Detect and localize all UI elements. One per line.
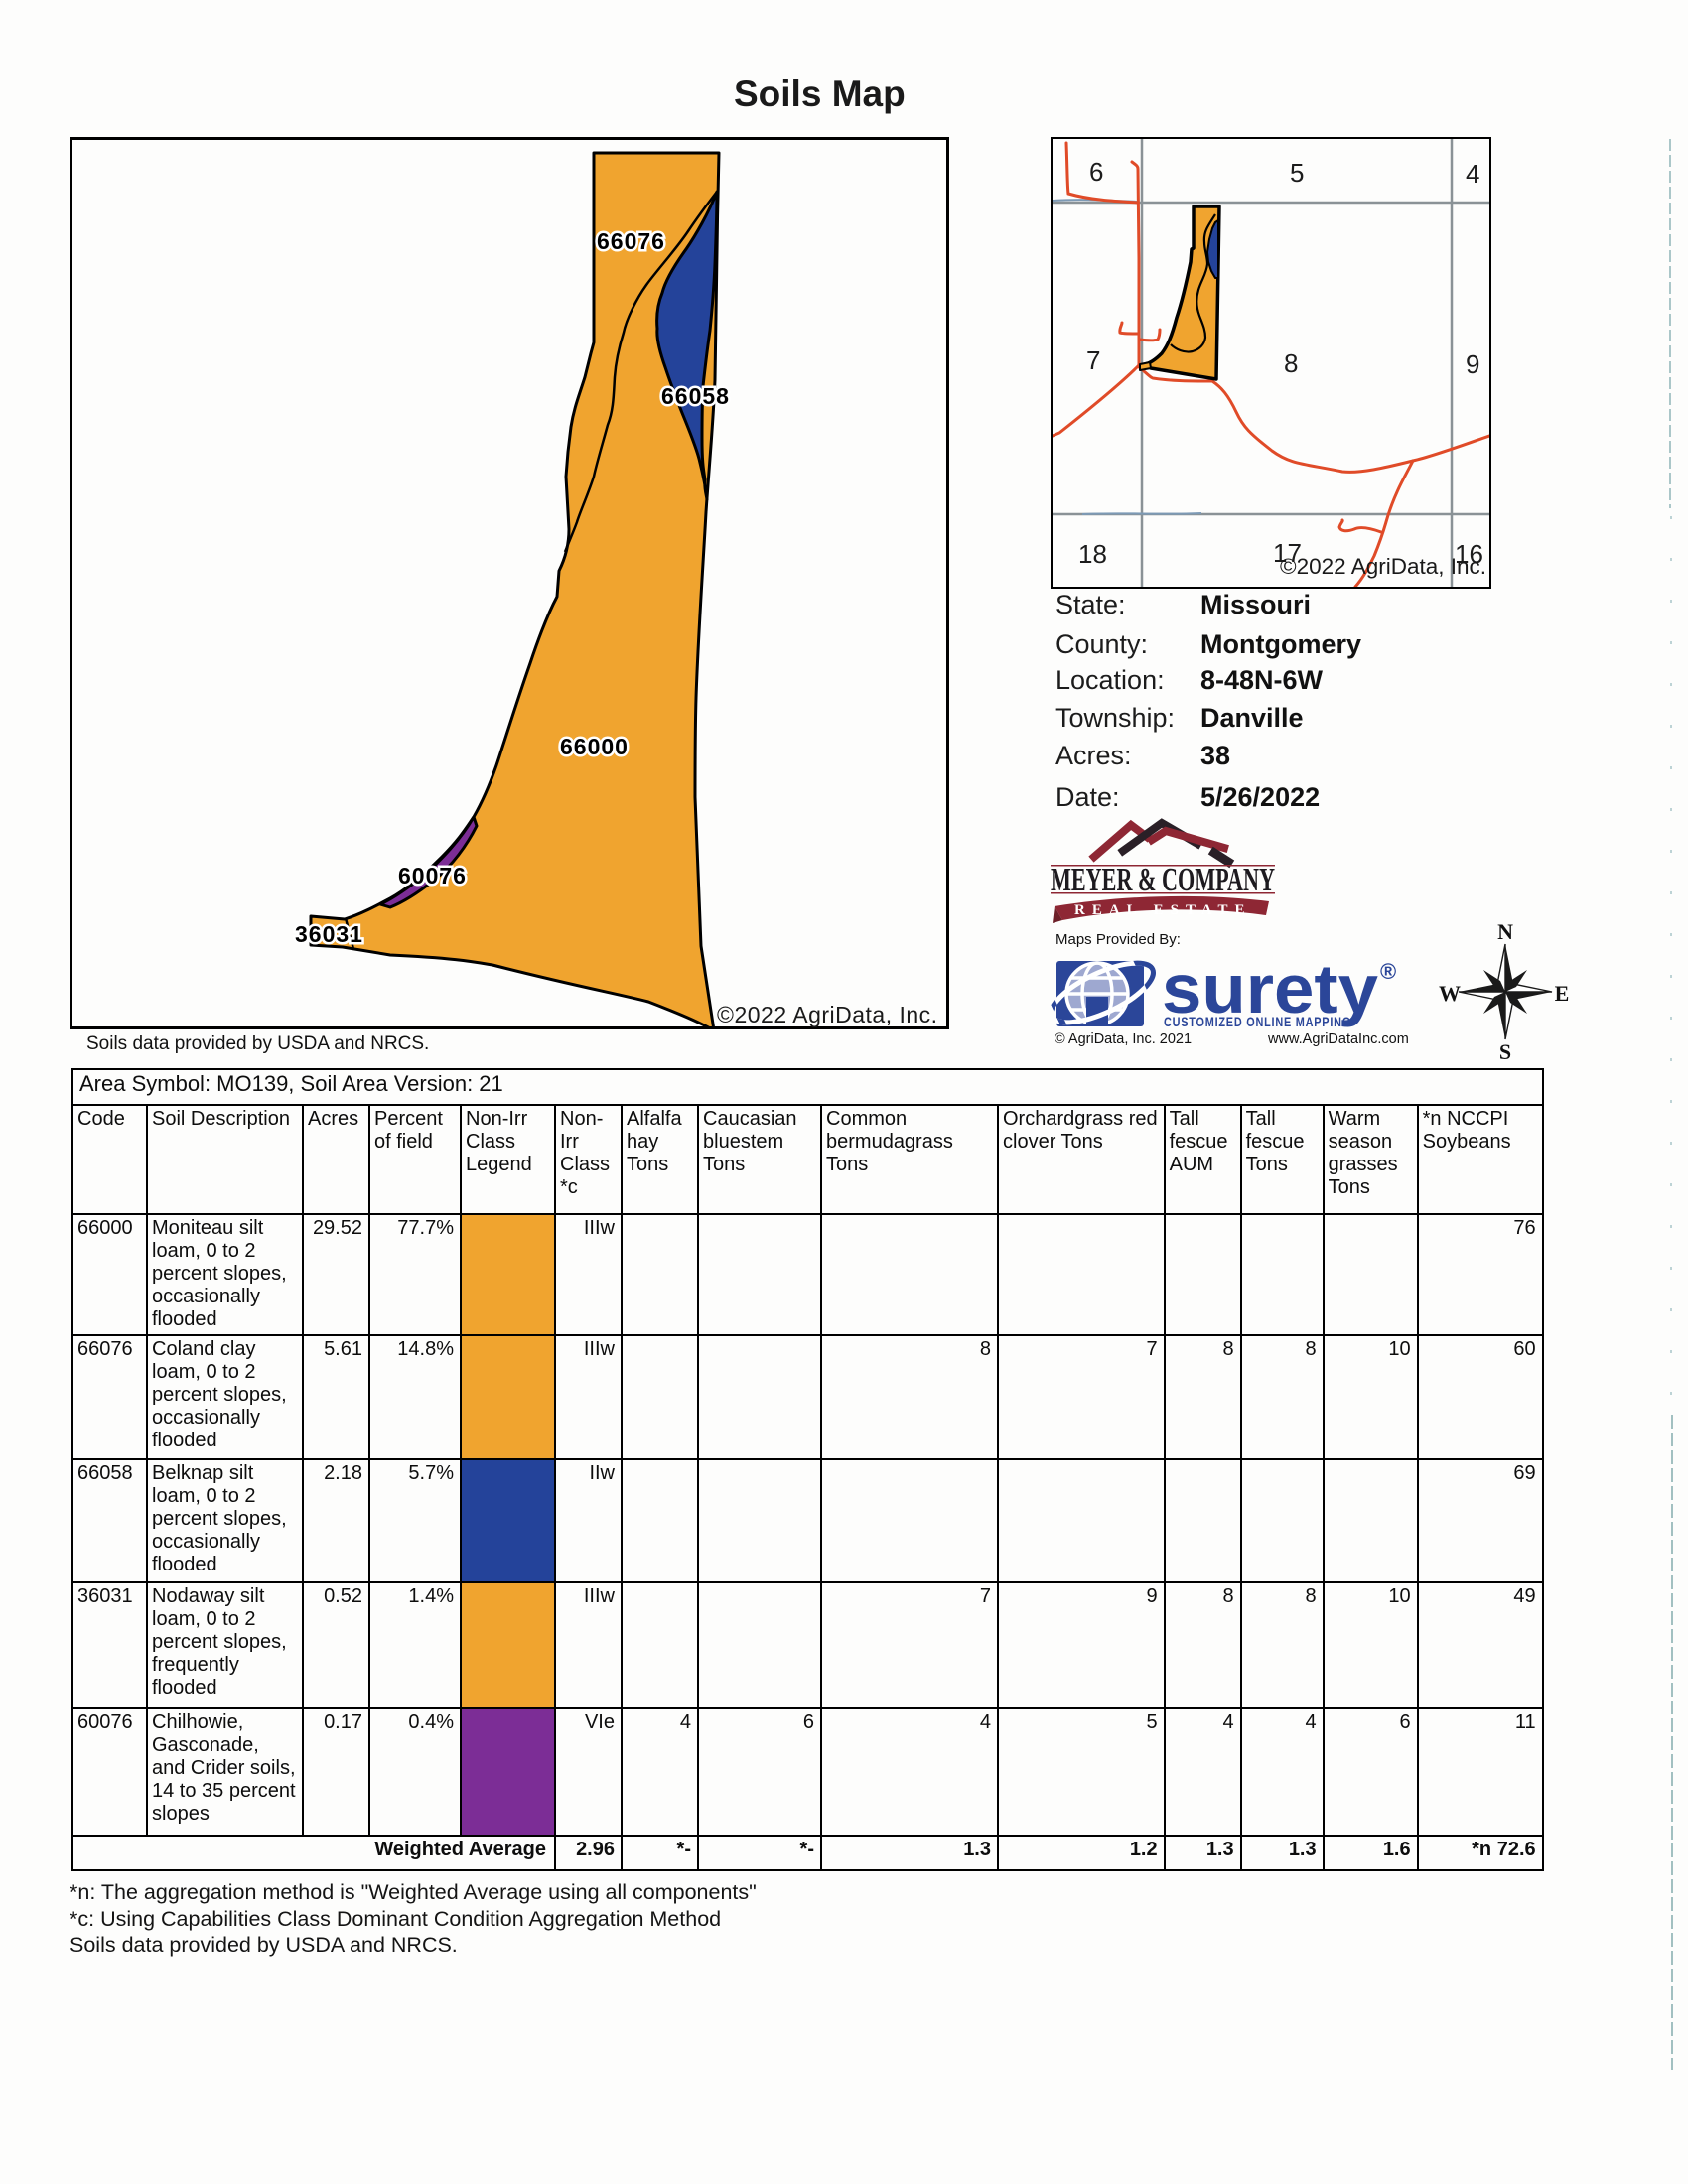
svg-text:66000: 66000 [560, 734, 629, 759]
svg-text:surety: surety [1162, 953, 1378, 1027]
svg-text:S: S [1499, 1039, 1511, 1064]
svg-text:®: ® [1380, 959, 1396, 984]
svg-text:CUSTOMIZED ONLINE MAPPING: CUSTOMIZED ONLINE MAPPING [1164, 1014, 1351, 1029]
svg-text:MEYER & COMPANY: MEYER & COMPANY [1051, 862, 1275, 898]
svg-text:N: N [1497, 919, 1513, 944]
svg-text:6: 6 [1089, 157, 1103, 187]
svg-text:66076: 66076 [597, 228, 665, 254]
svg-text:60076: 60076 [398, 863, 467, 888]
svg-text:REAL ESTATE: REAL ESTATE [1074, 902, 1252, 918]
svg-text:5: 5 [1290, 158, 1304, 188]
svg-text:36031: 36031 [295, 921, 363, 947]
svg-text:4: 4 [1466, 159, 1479, 189]
svg-text:7: 7 [1086, 345, 1100, 375]
svg-text:16: 16 [1455, 539, 1483, 569]
svg-text:18: 18 [1078, 539, 1107, 569]
svg-text:8: 8 [1284, 348, 1298, 378]
svg-text:66058: 66058 [661, 383, 730, 409]
svg-text:W: W [1439, 981, 1461, 1006]
svg-text:©2022 AgriData, Inc.: ©2022 AgriData, Inc. [1280, 554, 1486, 579]
svg-text:E: E [1555, 981, 1570, 1006]
svg-text:17: 17 [1273, 538, 1302, 568]
svg-text:9: 9 [1466, 349, 1479, 379]
